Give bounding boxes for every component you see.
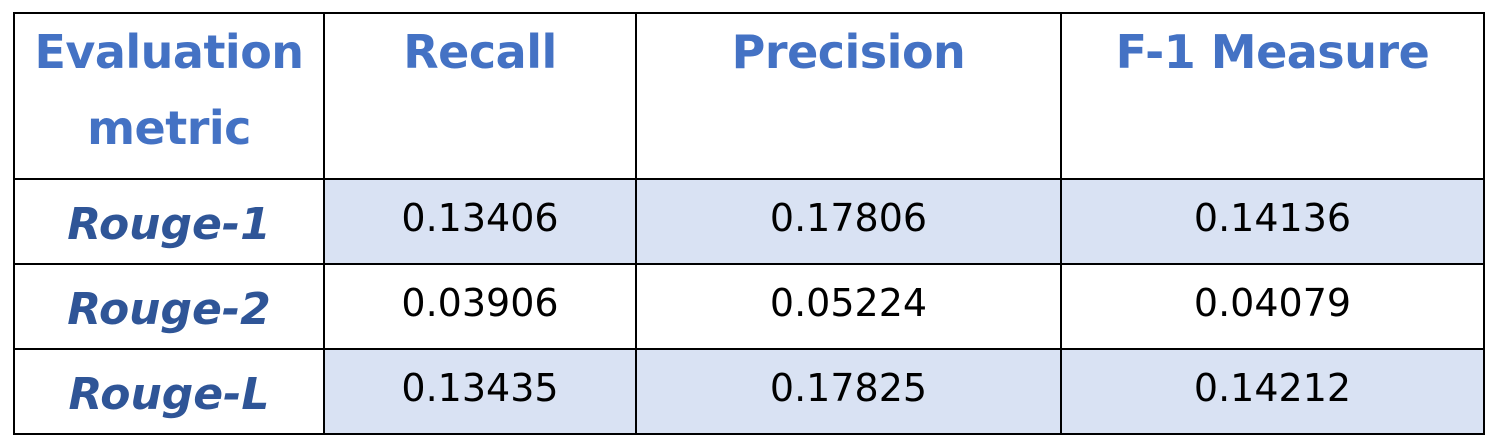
evaluation-metrics-table: Evaluation metric Recall Precision F-1 M… (13, 12, 1485, 435)
row-label-rouge-l: Rouge-L (13, 348, 325, 435)
header-evaluation-metric: Evaluation metric (13, 12, 325, 180)
row-label-rouge-1: Rouge-1 (13, 178, 325, 265)
recall-value: 0.13406 (323, 178, 637, 265)
recall-value: 0.13435 (323, 348, 637, 435)
f1-value: 0.04079 (1060, 263, 1485, 350)
f1-value: 0.14212 (1060, 348, 1485, 435)
precision-value: 0.17825 (635, 348, 1062, 435)
precision-value: 0.17806 (635, 178, 1062, 265)
header-f1-measure: F-1 Measure (1060, 12, 1485, 180)
table-header-row: Evaluation metric Recall Precision F-1 M… (13, 12, 1485, 180)
precision-value: 0.05224 (635, 263, 1062, 350)
table-row: Rouge-2 0.03906 0.05224 0.04079 (13, 263, 1485, 350)
row-label-rouge-2: Rouge-2 (13, 263, 325, 350)
header-recall: Recall (323, 12, 637, 180)
f1-value: 0.14136 (1060, 178, 1485, 265)
recall-value: 0.03906 (323, 263, 637, 350)
table-row: Rouge-L 0.13435 0.17825 0.14212 (13, 348, 1485, 435)
header-precision: Precision (635, 12, 1062, 180)
table-row: Rouge-1 0.13406 0.17806 0.14136 (13, 178, 1485, 265)
